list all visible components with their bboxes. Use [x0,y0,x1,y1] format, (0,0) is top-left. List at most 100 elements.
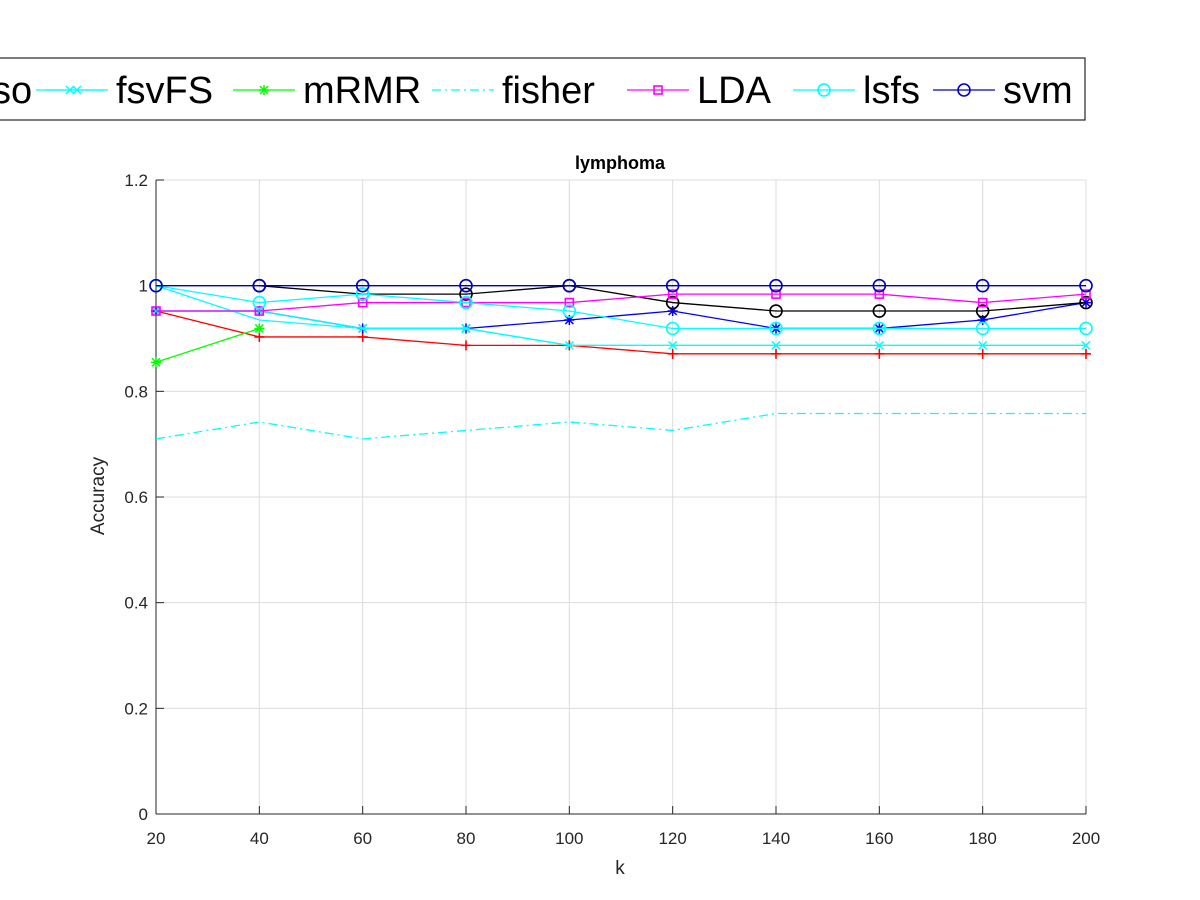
data-point [254,331,265,342]
data-point [665,321,680,336]
data-point [459,287,473,301]
data-point [668,340,678,350]
legend-item: LDA [627,70,772,112]
series-4 [151,306,1091,350]
legend-label: mRMR [303,70,421,112]
y-tick-label: 1 [139,277,148,296]
series-line [156,293,1087,312]
legend-item: svm [933,70,1073,112]
y-axis-label: Accuracy [88,456,109,535]
y-tick-label: 1.2 [124,171,148,190]
legend-label: fsvFS [116,70,213,112]
legend-swatch-marker [957,83,971,97]
y-tick-label: 0.2 [124,699,148,718]
legend-swatch-marker [653,85,663,95]
data-point [1079,278,1093,293]
series-2 [252,278,1093,318]
series-7 [151,289,1091,316]
legend-label: lsfs [863,70,920,112]
series-line [156,310,1086,347]
data-point [1081,340,1091,350]
legend-swatch-marker [817,83,831,97]
data-point [977,297,988,308]
data-point [358,323,368,333]
y-tick-label: 0.4 [124,594,148,613]
data-point [667,348,678,359]
legend-label: LDA [697,70,772,112]
data-point [771,289,781,299]
data-point [357,331,368,342]
series-line [155,412,1086,440]
data-point [769,321,783,336]
data-point [874,289,885,299]
data-point [355,278,370,293]
data-point [667,306,678,317]
data-point [355,287,370,301]
series-5 [151,323,265,368]
legend-item: lsfs [793,70,920,112]
data-point [459,278,473,293]
data-point [872,278,887,293]
data-point [1079,321,1093,336]
x-tick-label: 20 [147,829,166,848]
y-tick-label: 0.6 [124,488,148,507]
data-point [564,315,575,326]
data-point [667,289,678,299]
x-tick-label: 60 [353,829,372,848]
x-tick-label: 160 [865,829,893,848]
legend-item: mRMR [233,70,421,112]
legend-item: fisher [432,70,595,112]
series-6 [155,412,1086,440]
data-point [151,357,161,368]
x-tick-label: 100 [555,829,583,848]
data-point [975,304,990,318]
data-point [665,278,680,293]
data-point [872,304,887,318]
chart-title: lymphoma [575,153,666,173]
legend: so fsvFS mRMR fisher LDA lsfs svm [0,57,1086,121]
data-point [461,340,471,351]
legend-swatch-marker [72,85,82,95]
y-tick-label: 0 [139,805,148,824]
x-tick-label: 120 [658,829,686,848]
data-point [665,295,680,310]
legend-box [0,57,1086,121]
x-tick-label: 140 [762,829,790,848]
data-point [254,306,265,316]
data-point [151,306,161,316]
legend-label: so [0,70,32,112]
data-point [874,340,884,350]
data-point [252,295,267,310]
data-point [977,315,988,326]
legend-label: fisher [502,70,595,112]
data-point [254,323,265,334]
data-point [461,323,471,333]
data-point [562,278,577,293]
data-point [975,278,990,293]
x-tick-label: 40 [250,829,269,848]
x-tick-label: 80 [457,829,476,848]
data-point [771,340,781,350]
data-point [769,304,783,318]
x-tick-label: 200 [1072,829,1100,848]
x-axis-label: k [615,858,625,879]
data-point [978,340,988,350]
series-0 [151,306,1091,359]
data-point [769,278,783,293]
data-point [874,348,885,359]
series-9 [149,278,1093,293]
y-tick-label: 0.8 [124,382,148,401]
series-line [259,285,1087,312]
plot-area: 20 40 60 80 100 120 140 160 180 200 0 0.2 0.4 0.6 0.8 1… [124,171,1100,848]
data-point [1081,297,1091,308]
data-point [149,278,163,293]
legend-item: fsvFS [46,70,213,112]
data-point [872,321,887,336]
data-point [1081,289,1091,299]
data-point [1081,348,1091,359]
series-line [155,327,260,363]
data-point [562,304,577,318]
data-point [564,297,575,308]
data-point [1079,295,1093,310]
legend-label: svm [1003,70,1073,112]
